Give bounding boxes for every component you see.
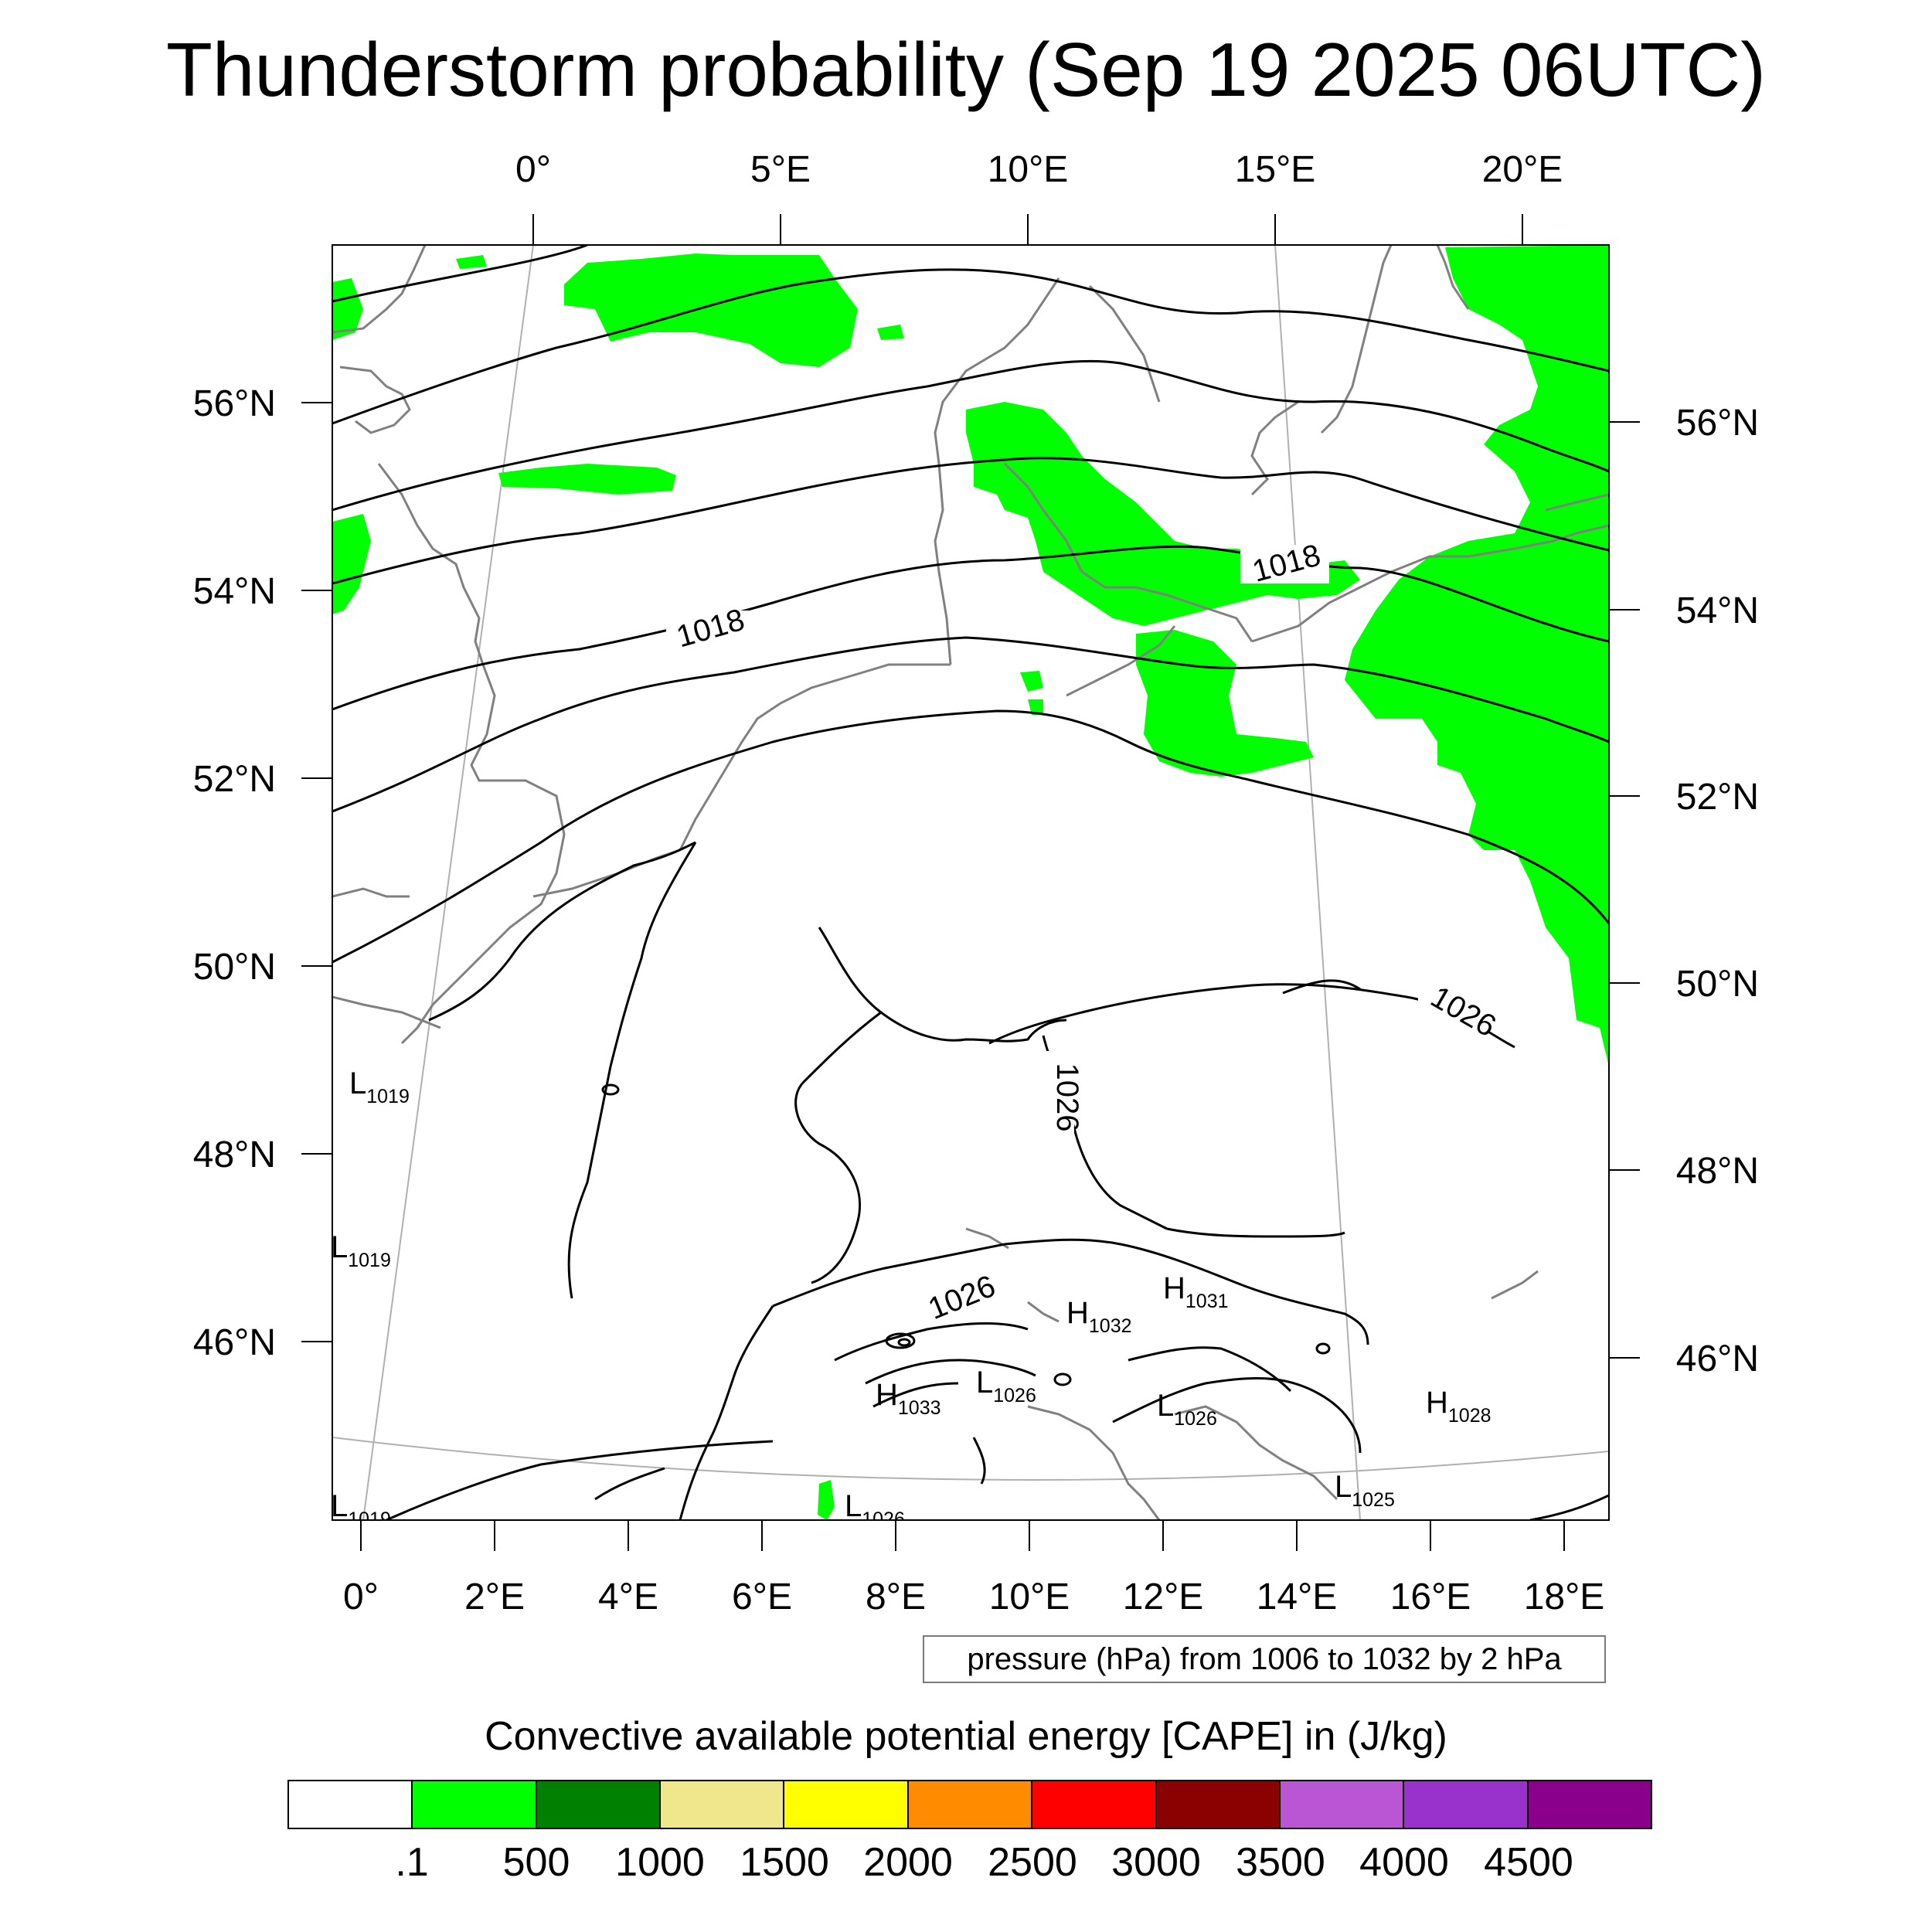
- graticule: [332, 245, 1609, 1520]
- colorbar-label: 2000: [863, 1840, 953, 1885]
- colorbar-swatch: [413, 1781, 537, 1828]
- colorbar-label: 4000: [1359, 1840, 1449, 1885]
- pressure-center-high: H1032: [1066, 1296, 1132, 1337]
- map-frame: [332, 244, 1610, 1521]
- isobar-labels: 1018 1018 1026 1026 1026: [666, 538, 1507, 1326]
- colorbar-title: Convective available potential energy [C…: [485, 1714, 1447, 1759]
- isobars: [332, 245, 1609, 1520]
- top-axis: [532, 214, 1523, 245]
- colorbar-swatch: [784, 1781, 909, 1828]
- pressure-center-high: H1031: [1163, 1271, 1229, 1312]
- pressure-center-low: L1019: [349, 1066, 410, 1107]
- bottom-lon-label: 2°E: [464, 1577, 525, 1617]
- pressure-center-low: L1019: [331, 1489, 391, 1530]
- colorbar-label: 2500: [988, 1840, 1077, 1885]
- top-lon-label: 10°E: [988, 149, 1069, 190]
- pressure-center-high: H1028: [1426, 1386, 1492, 1427]
- left-axis: [301, 402, 332, 1342]
- right-axis: [1609, 421, 1640, 1359]
- coastlines: [332, 245, 1609, 1520]
- pressure-center-low: L1026: [976, 1366, 1036, 1406]
- left-lat-label: 50°N: [193, 947, 276, 988]
- pressure-center-low: L1025: [1335, 1470, 1395, 1511]
- right-lat-label: 48°N: [1676, 1151, 1759, 1192]
- pressure-center-high: H1033: [876, 1378, 941, 1419]
- colorbar-label: 4500: [1484, 1840, 1573, 1885]
- left-lat-label: 46°N: [193, 1322, 276, 1363]
- bottom-lon-label: 10°E: [989, 1577, 1070, 1617]
- bottom-lon-label: 12°E: [1123, 1577, 1204, 1617]
- cape-areas: [332, 245, 1609, 1520]
- colorbar-label: 1500: [740, 1840, 829, 1885]
- right-lat-label: 54°N: [1676, 590, 1759, 631]
- pressure-centers: L1019 L1019 L1019 L1026 H1033 L1026 H103…: [331, 1066, 1492, 1530]
- colorbar-swatch: [1404, 1781, 1529, 1828]
- bottom-lon-label: 6°E: [732, 1577, 792, 1617]
- bottom-lon-label: 4°E: [598, 1577, 658, 1617]
- colorbar-swatch: [1156, 1781, 1281, 1828]
- bottom-lon-label: 16°E: [1390, 1577, 1471, 1617]
- right-lat-label: 46°N: [1676, 1338, 1759, 1379]
- top-lon-label: 5°E: [750, 149, 811, 190]
- bottom-lon-label: 8°E: [866, 1577, 926, 1617]
- colorbar-swatch: [1032, 1781, 1157, 1828]
- colorbar-label: .1: [395, 1840, 429, 1885]
- colorbar-swatch: [1528, 1781, 1651, 1828]
- colorbar-label: 3000: [1111, 1840, 1201, 1885]
- top-lon-label: 20°E: [1482, 149, 1563, 190]
- left-lat-label: 56°N: [193, 383, 276, 424]
- right-lat-label: 50°N: [1676, 964, 1759, 1005]
- right-lat-label: 52°N: [1676, 777, 1759, 818]
- pressure-center-low: L1019: [331, 1230, 391, 1271]
- right-lat-label: 56°N: [1676, 403, 1759, 444]
- colorbar-label: 3500: [1236, 1840, 1325, 1885]
- contour-info-box: pressure (hPa) from 1006 to 1032 by 2 hP…: [923, 1635, 1606, 1683]
- bottom-lon-label: 0°: [343, 1577, 379, 1617]
- pressure-center-low: L1026: [1157, 1389, 1217, 1430]
- top-lon-label: 0°: [515, 149, 551, 190]
- bottom-lon-label: 18°E: [1524, 1577, 1605, 1617]
- top-lon-label: 15°E: [1235, 149, 1316, 190]
- left-lat-label: 52°N: [193, 759, 276, 800]
- colorbar-label: 500: [502, 1840, 570, 1885]
- colorbar-swatch: [661, 1781, 785, 1828]
- left-lat-label: 48°N: [193, 1134, 276, 1175]
- left-lat-label: 54°N: [193, 571, 276, 612]
- page-title: Thunderstorm probability (Sep 19 2025 06…: [166, 27, 1766, 112]
- colorbar: [287, 1780, 1652, 1829]
- isobar-label: 1026: [1050, 1063, 1084, 1132]
- colorbar-swatch: [289, 1781, 413, 1828]
- colorbar-swatch: [908, 1781, 1033, 1828]
- colorbar-label: 1000: [615, 1840, 705, 1885]
- pressure-center-low: L1026: [845, 1489, 905, 1530]
- colorbar-swatch: [536, 1781, 662, 1828]
- bottom-lon-label: 14°E: [1257, 1577, 1338, 1617]
- colorbar-swatch: [1280, 1781, 1405, 1828]
- bottom-axis: [360, 1520, 1565, 1551]
